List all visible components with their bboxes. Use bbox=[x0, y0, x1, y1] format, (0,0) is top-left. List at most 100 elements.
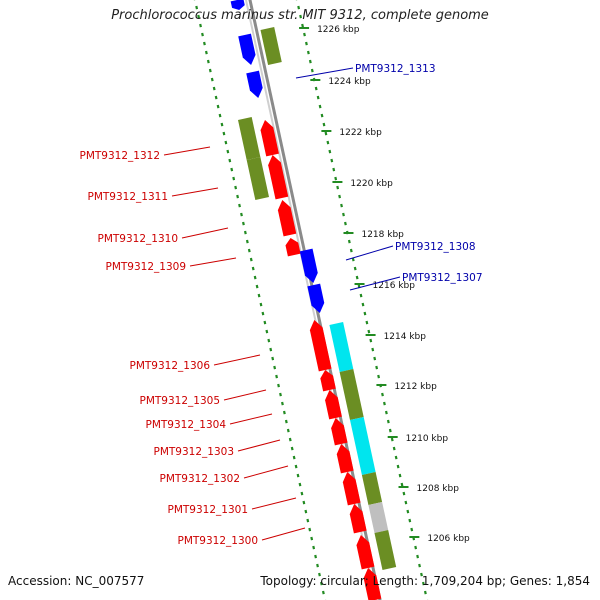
ring-dot bbox=[308, 59, 312, 64]
scale-tick-label: 1206 kbp bbox=[427, 534, 470, 544]
ring-dot bbox=[220, 122, 224, 127]
ring-dot bbox=[242, 221, 245, 226]
ring-dot bbox=[251, 266, 255, 271]
ring-dot bbox=[306, 50, 310, 55]
ring-dot bbox=[371, 347, 375, 352]
ring-dot bbox=[381, 392, 384, 397]
ring-dot bbox=[355, 275, 359, 280]
ring-dot bbox=[365, 320, 369, 325]
ring-dot bbox=[396, 464, 400, 469]
ring-dot bbox=[222, 131, 226, 136]
ring-dot bbox=[294, 464, 298, 469]
ring-dot bbox=[305, 41, 308, 46]
ring-dot bbox=[273, 365, 277, 370]
gene-label-leader bbox=[295, 67, 354, 79]
accession-label: Accession: NC_007577 bbox=[8, 574, 145, 588]
outer-ring-left bbox=[193, 0, 327, 600]
forward-cds-arrow bbox=[342, 472, 361, 506]
cog-category-box bbox=[368, 502, 389, 534]
ring-dot bbox=[359, 293, 363, 298]
forward-cds-arrow bbox=[309, 320, 332, 372]
ring-dot bbox=[418, 563, 421, 568]
ring-dot bbox=[332, 167, 336, 172]
ring-dot bbox=[367, 329, 371, 334]
ring-dot bbox=[321, 590, 325, 595]
ring-dot bbox=[386, 419, 390, 424]
gene-label: PMT9312_1310 bbox=[98, 233, 179, 245]
ring-dot bbox=[297, 5, 301, 10]
ring-dot bbox=[394, 455, 398, 460]
ring-dot bbox=[277, 383, 280, 388]
ring-dot bbox=[228, 158, 232, 163]
ring-dot bbox=[230, 167, 234, 172]
forward-cds-arrow bbox=[268, 155, 289, 200]
scale-tick-label: 1218 kbp bbox=[361, 230, 404, 240]
ring-dot bbox=[271, 356, 275, 361]
ring-dot bbox=[279, 392, 282, 397]
ring-dot bbox=[373, 356, 377, 361]
cds-arrow-shape bbox=[238, 33, 256, 65]
ring-dot bbox=[310, 68, 314, 73]
cog-category-box bbox=[246, 157, 270, 200]
ring-dot bbox=[324, 131, 328, 136]
scale-tick-label: 1222 kbp bbox=[339, 128, 382, 138]
ring-dot bbox=[301, 23, 304, 28]
gene-label: PMT9312_1306 bbox=[130, 360, 211, 372]
gene-label: PMT9312_1300 bbox=[178, 535, 259, 547]
gene-label-leader bbox=[189, 257, 237, 267]
forward-cds-arrow bbox=[336, 444, 354, 474]
ring-dot bbox=[330, 158, 334, 163]
ring-dot bbox=[201, 32, 204, 37]
ring-dot bbox=[336, 185, 340, 190]
cds-arrow-shape bbox=[336, 444, 354, 474]
ring-dot bbox=[282, 410, 286, 415]
cog-category-box bbox=[374, 530, 397, 571]
cds-arrow-shape bbox=[307, 283, 325, 314]
ring-dot bbox=[320, 113, 324, 118]
gene-label: PMT9312_1313 bbox=[355, 63, 436, 75]
ring-dot bbox=[416, 554, 420, 559]
ring-dot bbox=[338, 194, 342, 199]
ring-dot bbox=[195, 5, 199, 10]
cds-arrow-shape bbox=[277, 200, 297, 237]
forward-cds-arrow bbox=[320, 370, 336, 392]
ring-dot bbox=[267, 338, 271, 343]
ring-dot bbox=[334, 176, 338, 181]
ring-dot bbox=[361, 302, 365, 307]
gene-label-leader bbox=[223, 389, 267, 401]
scale-tick-label: 1208 kbp bbox=[417, 484, 460, 494]
ring-dot bbox=[300, 491, 304, 496]
cds-arrow-shape bbox=[331, 418, 348, 446]
forward-cds-arrow bbox=[349, 504, 367, 534]
gene-label-leader bbox=[229, 413, 273, 425]
ring-dot bbox=[208, 68, 212, 73]
reverse-cds-arrow bbox=[299, 248, 318, 284]
ring-dot bbox=[351, 257, 355, 262]
cog-category-box bbox=[339, 369, 364, 421]
ring-dot bbox=[390, 437, 394, 442]
ring-dot bbox=[281, 401, 284, 406]
forward-cds-arrow bbox=[363, 568, 382, 600]
gene-label: PMT9312_1312 bbox=[80, 150, 161, 162]
gene-label: PMT9312_1303 bbox=[154, 446, 235, 458]
forward-cds-arrow bbox=[260, 120, 279, 157]
ring-dot bbox=[410, 527, 414, 532]
ring-dot bbox=[340, 203, 343, 208]
ring-dot bbox=[284, 419, 288, 424]
ring-dot bbox=[199, 23, 202, 28]
ring-dot bbox=[247, 248, 251, 253]
gene-label: PMT9312_1301 bbox=[168, 504, 249, 516]
ring-dot bbox=[255, 284, 259, 289]
ring-dot bbox=[400, 482, 404, 487]
scale-tick-label: 1212 kbp bbox=[394, 382, 437, 392]
ring-dot bbox=[314, 554, 318, 559]
scale-tick-label: 1214 kbp bbox=[384, 332, 427, 342]
cds-arrow-shape bbox=[268, 155, 289, 200]
ring-dot bbox=[344, 221, 347, 226]
forward-cds-arrow bbox=[285, 238, 301, 257]
ring-dot bbox=[320, 581, 323, 586]
ring-dot bbox=[245, 239, 249, 244]
ring-dot bbox=[308, 527, 312, 532]
ring-dot bbox=[392, 446, 396, 451]
